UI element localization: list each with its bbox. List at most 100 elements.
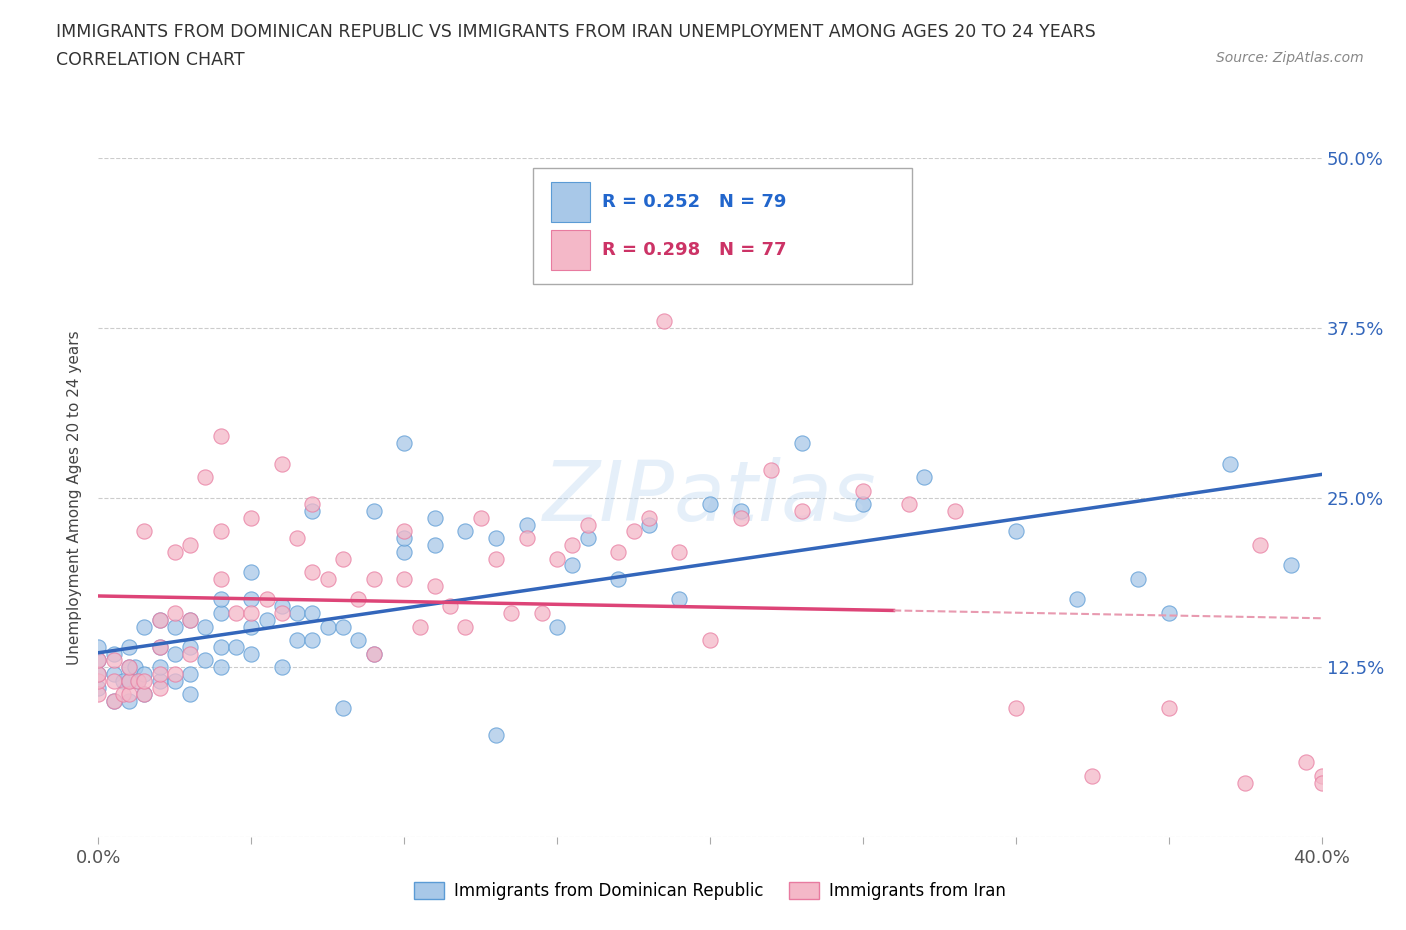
Point	[607, 544, 630, 559]
Point	[546, 551, 568, 566]
Point	[485, 551, 508, 566]
Point	[118, 694, 141, 709]
Point	[561, 558, 583, 573]
Point	[87, 687, 110, 702]
Point	[576, 531, 599, 546]
Point	[118, 660, 141, 675]
Point	[852, 497, 875, 512]
Point	[256, 592, 278, 607]
Point	[408, 619, 430, 634]
Point	[392, 544, 416, 559]
Point	[699, 497, 721, 512]
Point	[149, 640, 172, 655]
Point	[149, 640, 172, 655]
Point	[149, 660, 172, 675]
Point	[637, 511, 661, 525]
Point	[668, 592, 690, 607]
Point	[301, 565, 323, 579]
Point	[790, 436, 813, 451]
FancyBboxPatch shape	[533, 168, 912, 284]
Text: IMMIGRANTS FROM DOMINICAN REPUBLIC VS IMMIGRANTS FROM IRAN UNEMPLOYMENT AMONG AG: IMMIGRANTS FROM DOMINICAN REPUBLIC VS IM…	[56, 23, 1097, 41]
Point	[530, 605, 553, 620]
Point	[194, 470, 217, 485]
Point	[501, 605, 523, 620]
Point	[134, 687, 156, 702]
Point	[270, 660, 292, 675]
Point	[87, 640, 110, 655]
Point	[1249, 538, 1271, 552]
Point	[240, 511, 263, 525]
Point	[301, 605, 323, 620]
Point	[392, 436, 416, 451]
Point	[127, 673, 149, 688]
Point	[240, 592, 263, 607]
Point	[790, 504, 813, 519]
Point	[561, 538, 583, 552]
Point	[546, 619, 568, 634]
Point	[516, 531, 538, 546]
Point	[118, 673, 141, 688]
Point	[301, 504, 323, 519]
Text: R = 0.252   N = 79: R = 0.252 N = 79	[602, 193, 787, 211]
Point	[209, 640, 232, 655]
Point	[179, 646, 201, 661]
Point	[209, 525, 232, 539]
Point	[163, 667, 186, 682]
Point	[118, 660, 141, 675]
Point	[103, 646, 125, 661]
Point	[87, 667, 110, 682]
Point	[363, 572, 385, 587]
Point	[240, 565, 263, 579]
Point	[240, 605, 263, 620]
Point	[179, 687, 201, 702]
Point	[285, 531, 308, 546]
Point	[134, 673, 156, 688]
Point	[943, 504, 966, 519]
Point	[111, 687, 134, 702]
Point	[209, 572, 232, 587]
Point	[1219, 457, 1241, 472]
Point	[179, 612, 201, 627]
Point	[163, 605, 186, 620]
Point	[652, 313, 675, 328]
Point	[87, 680, 110, 695]
Point	[485, 531, 508, 546]
Point	[103, 694, 125, 709]
Point	[423, 511, 446, 525]
Point	[316, 619, 339, 634]
Point	[179, 640, 201, 655]
Point	[1004, 700, 1026, 715]
Point	[209, 660, 232, 675]
Point	[179, 667, 201, 682]
Point	[1234, 776, 1257, 790]
Point	[103, 653, 125, 668]
Point	[179, 538, 201, 552]
Point	[759, 463, 782, 478]
Point	[209, 429, 232, 444]
Point	[516, 517, 538, 532]
Point	[240, 646, 263, 661]
Point	[103, 694, 125, 709]
Text: CORRELATION CHART: CORRELATION CHART	[56, 51, 245, 69]
Point	[163, 619, 186, 634]
Point	[256, 612, 278, 627]
Point	[163, 646, 186, 661]
Point	[423, 578, 446, 593]
Legend: Immigrants from Dominican Republic, Immigrants from Iran: Immigrants from Dominican Republic, Immi…	[408, 875, 1012, 907]
Point	[363, 646, 385, 661]
Point	[1081, 768, 1104, 783]
Point	[87, 653, 110, 668]
Point	[270, 599, 292, 614]
Point	[124, 660, 146, 675]
Point	[668, 544, 690, 559]
Point	[1310, 776, 1333, 790]
Point	[485, 727, 508, 742]
Point	[439, 599, 461, 614]
Point	[912, 470, 935, 485]
Point	[730, 511, 752, 525]
FancyBboxPatch shape	[551, 230, 591, 270]
Point	[607, 572, 630, 587]
Point	[194, 653, 217, 668]
Point	[852, 484, 875, 498]
Point	[392, 525, 416, 539]
